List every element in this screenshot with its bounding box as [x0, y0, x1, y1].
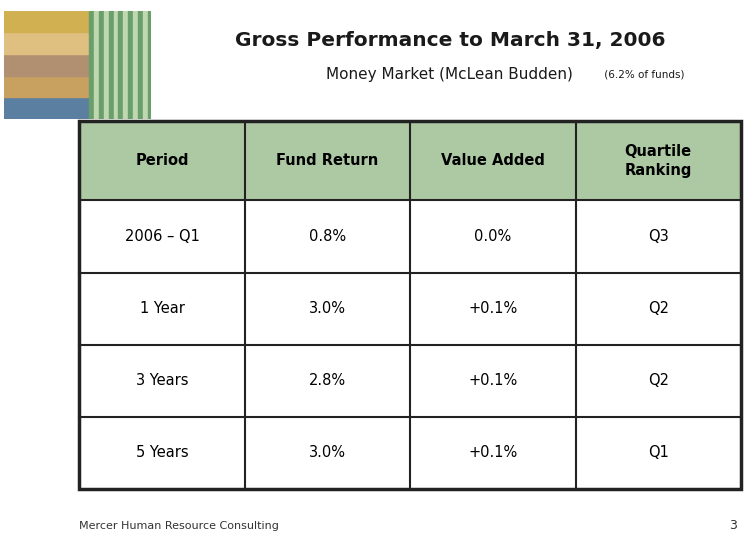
- Text: Q2: Q2: [648, 301, 669, 316]
- Bar: [79, 345, 741, 417]
- Text: Gross Performance to March 31, 2006: Gross Performance to March 31, 2006: [234, 31, 665, 50]
- Text: Fund Return: Fund Return: [276, 153, 379, 168]
- Bar: [4, 11, 89, 32]
- Bar: [79, 122, 741, 489]
- Text: 2.8%: 2.8%: [309, 373, 346, 388]
- Text: Mercer Human Resource Consulting: Mercer Human Resource Consulting: [79, 521, 279, 531]
- Bar: [79, 273, 741, 345]
- Text: 0.0%: 0.0%: [474, 229, 512, 244]
- Bar: [4, 54, 89, 76]
- Text: Money Market (McLean Budden): Money Market (McLean Budden): [327, 67, 573, 82]
- Text: 3.0%: 3.0%: [309, 445, 346, 460]
- Bar: [94, 11, 99, 119]
- Text: Q2: Q2: [648, 373, 669, 388]
- Bar: [79, 122, 741, 200]
- Bar: [4, 97, 89, 119]
- Bar: [123, 11, 129, 119]
- Bar: [79, 417, 741, 489]
- Bar: [4, 32, 89, 54]
- Text: +0.1%: +0.1%: [468, 373, 517, 388]
- Bar: [99, 11, 104, 119]
- Text: 3: 3: [730, 519, 737, 532]
- Bar: [143, 11, 147, 119]
- Text: +0.1%: +0.1%: [468, 445, 517, 460]
- Bar: [129, 11, 133, 119]
- Text: 3.0%: 3.0%: [309, 301, 346, 316]
- Text: Q3: Q3: [648, 229, 668, 244]
- Bar: [104, 11, 109, 119]
- Bar: [89, 11, 94, 119]
- Text: (6.2% of funds): (6.2% of funds): [601, 70, 684, 79]
- Text: 1 Year: 1 Year: [140, 301, 184, 316]
- Bar: [4, 76, 89, 97]
- Text: 0.8%: 0.8%: [309, 229, 346, 244]
- Text: Quartile
Ranking: Quartile Ranking: [624, 144, 692, 178]
- Text: Q1: Q1: [648, 445, 668, 460]
- Bar: [133, 11, 138, 119]
- Bar: [138, 11, 143, 119]
- Bar: [119, 11, 123, 119]
- Bar: [109, 11, 113, 119]
- Bar: [113, 11, 119, 119]
- Bar: [147, 11, 153, 119]
- Text: 3 Years: 3 Years: [136, 373, 188, 388]
- Bar: [79, 200, 741, 273]
- Text: 2006 – Q1: 2006 – Q1: [125, 229, 200, 244]
- Text: Value Added: Value Added: [441, 153, 545, 168]
- Text: Period: Period: [135, 153, 189, 168]
- Text: +0.1%: +0.1%: [468, 301, 517, 316]
- Text: 5 Years: 5 Years: [136, 445, 188, 460]
